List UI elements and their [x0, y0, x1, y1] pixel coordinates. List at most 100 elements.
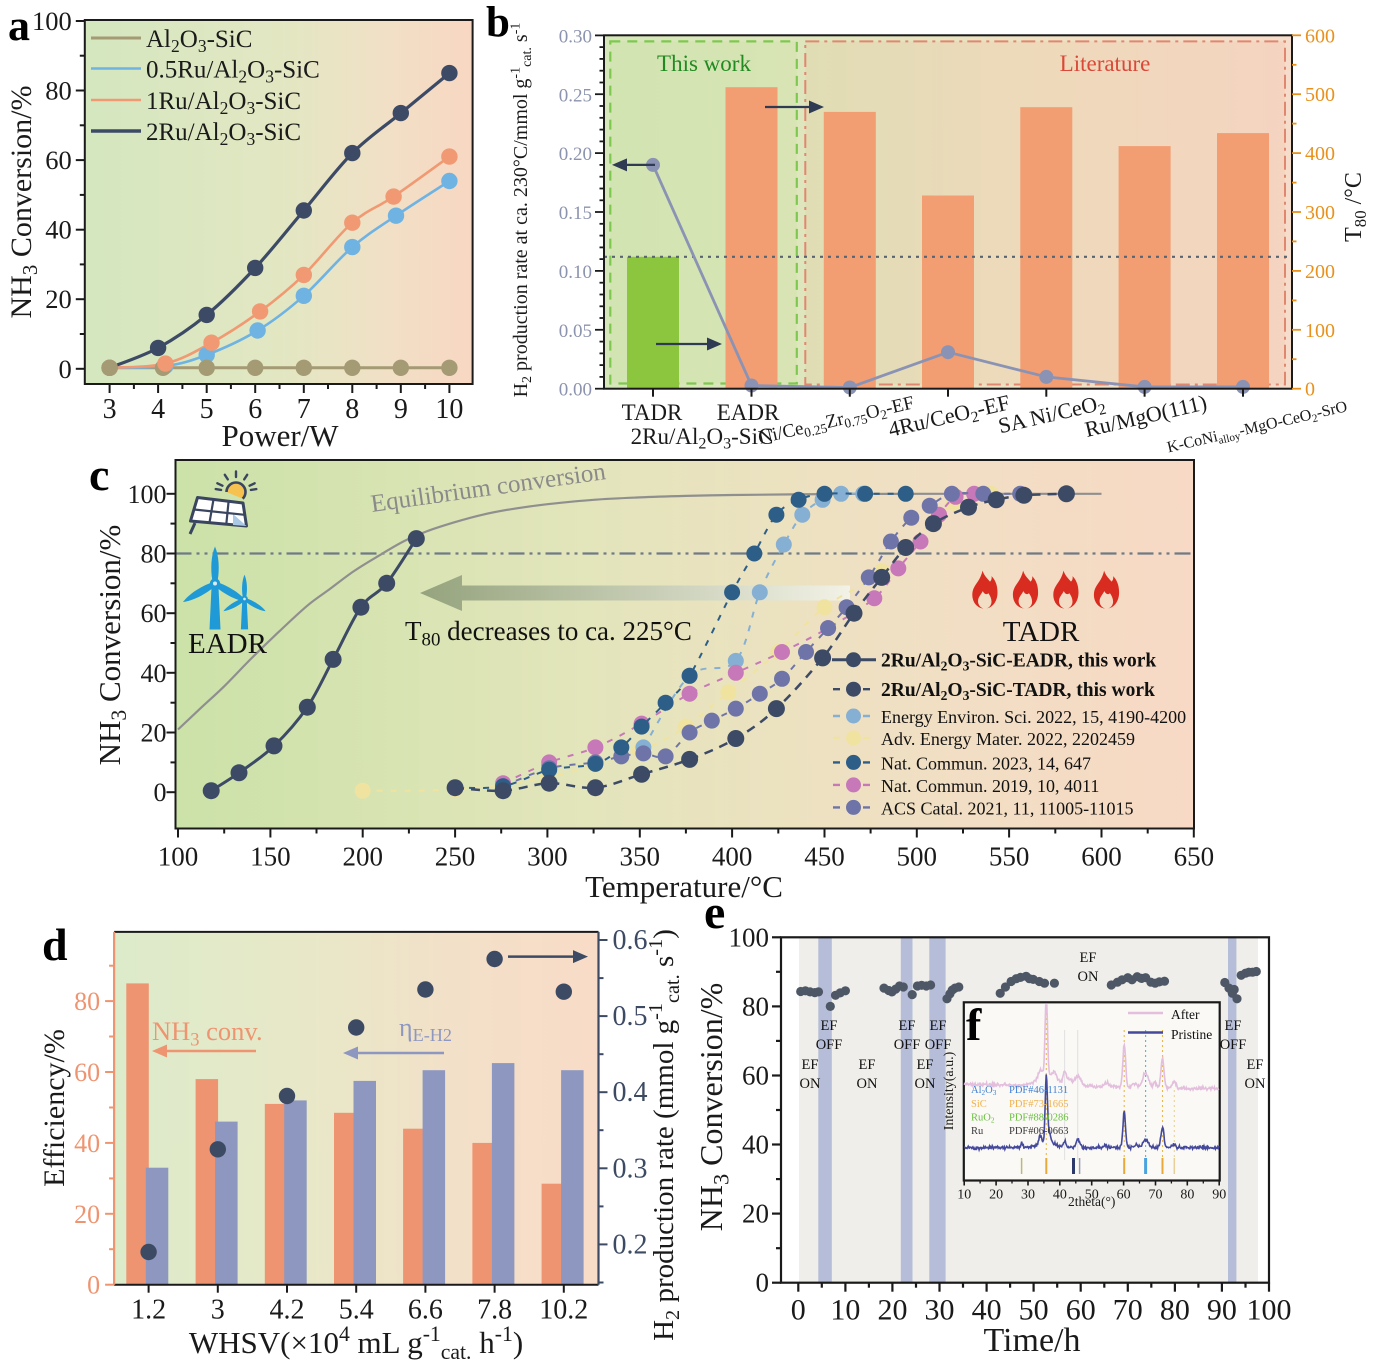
- svg-text:0: 0: [756, 1268, 770, 1298]
- svg-text:2Ru/Al2O3-SiC: 2Ru/Al2O3-SiC: [146, 119, 301, 149]
- svg-text:ACS Catal. 2021, 11, 11005-110: ACS Catal. 2021, 11, 11005-11015: [881, 798, 1134, 818]
- svg-text:100: 100: [32, 6, 72, 36]
- svg-text:50: 50: [1019, 1294, 1049, 1327]
- svg-text:30: 30: [925, 1294, 955, 1327]
- svg-text:400: 400: [712, 842, 753, 872]
- svg-text:3: 3: [211, 1295, 225, 1326]
- svg-text:40: 40: [74, 1129, 100, 1158]
- svg-text:Pristine: Pristine: [1171, 1027, 1212, 1042]
- svg-text:ON: ON: [857, 1076, 878, 1092]
- svg-text:60: 60: [141, 599, 167, 628]
- svg-text:EF: EF: [1225, 1018, 1242, 1034]
- svg-text:250: 250: [435, 842, 476, 872]
- svg-text:0: 0: [154, 778, 167, 807]
- svg-text:Time/h: Time/h: [983, 1322, 1080, 1359]
- svg-text:0.4: 0.4: [613, 1077, 648, 1108]
- svg-text:300: 300: [527, 842, 568, 872]
- svg-text:20: 20: [74, 1200, 100, 1229]
- svg-text:0: 0: [59, 354, 72, 384]
- svg-text:6.6: 6.6: [408, 1295, 443, 1326]
- svg-text:PDF#46-1131: PDF#46-1131: [1009, 1085, 1068, 1096]
- svg-text:Intensity(a.u.): Intensity(a.u.): [942, 1051, 957, 1130]
- svg-text:After: After: [1171, 1007, 1200, 1022]
- svg-text:60: 60: [1066, 1294, 1096, 1327]
- svg-text:e: e: [704, 886, 725, 939]
- svg-text:0.5Ru/Al2O3-SiC: 0.5Ru/Al2O3-SiC: [146, 57, 320, 87]
- svg-text:This work: This work: [657, 51, 751, 76]
- svg-text:40: 40: [742, 1130, 769, 1160]
- svg-text:WHSV(×104 mL g-1cat. h-1): WHSV(×104 mL g-1cat. h-1): [189, 1322, 523, 1364]
- svg-text:70: 70: [1113, 1294, 1143, 1327]
- svg-text:20: 20: [742, 1199, 769, 1229]
- svg-text:NH3 Conversion/%: NH3 Conversion/%: [92, 525, 131, 766]
- svg-text:60: 60: [74, 1058, 100, 1087]
- svg-text:Ru: Ru: [971, 1126, 984, 1137]
- svg-text:ON: ON: [915, 1076, 936, 1092]
- svg-text:Literature: Literature: [1060, 51, 1151, 76]
- svg-text:100: 100: [1247, 1294, 1292, 1327]
- svg-text:Al2O3: Al2O3: [971, 1085, 997, 1097]
- svg-text:6: 6: [248, 394, 262, 425]
- svg-text:ON: ON: [1078, 969, 1099, 985]
- svg-text:0.10: 0.10: [559, 262, 592, 283]
- svg-text:10: 10: [957, 1188, 971, 1203]
- svg-text:b: b: [486, 0, 510, 46]
- svg-text:600: 600: [1305, 25, 1335, 47]
- svg-text:200: 200: [1305, 261, 1335, 283]
- svg-text:TADR: TADR: [622, 400, 683, 425]
- svg-text:4: 4: [151, 394, 165, 425]
- svg-text:H2 production rate at ca. 230°: H2 production rate at ca. 230°C/mmol g-1…: [508, 23, 535, 398]
- svg-text:H2 production rate (mmol g-1ca: H2 production rate (mmol g-1cat. s-1): [645, 929, 684, 1341]
- svg-text:c: c: [89, 449, 109, 500]
- svg-text:10.2: 10.2: [539, 1295, 588, 1326]
- svg-text:30: 30: [1021, 1188, 1035, 1203]
- svg-text:EF: EF: [821, 1018, 838, 1034]
- svg-text:OFF: OFF: [925, 1037, 952, 1053]
- svg-text:ON: ON: [800, 1076, 821, 1092]
- svg-text:20: 20: [989, 1188, 1003, 1203]
- svg-text:400: 400: [1305, 143, 1335, 165]
- svg-text:100: 100: [1305, 320, 1335, 342]
- svg-text:100: 100: [158, 842, 199, 872]
- svg-text:5.4: 5.4: [339, 1295, 374, 1326]
- svg-text:EF: EF: [802, 1057, 819, 1073]
- svg-text:0: 0: [87, 1271, 100, 1300]
- svg-text:1.2: 1.2: [131, 1295, 166, 1326]
- svg-text:0.25: 0.25: [559, 85, 592, 106]
- svg-text:Efficiency/%: Efficiency/%: [38, 1029, 71, 1187]
- svg-text:200: 200: [342, 842, 383, 872]
- svg-text:Al2O3-SiC: Al2O3-SiC: [146, 26, 252, 56]
- svg-text:80: 80: [1180, 1188, 1194, 1203]
- svg-text:0.00: 0.00: [559, 380, 592, 401]
- svg-text:8: 8: [345, 394, 359, 425]
- svg-text:Power/W: Power/W: [221, 418, 339, 453]
- svg-text:TADR: TADR: [1003, 616, 1080, 648]
- svg-text:7.8: 7.8: [477, 1295, 512, 1326]
- svg-text:2Ru/Al2O3-SiC-TADR, this work: 2Ru/Al2O3-SiC-TADR, this work: [881, 680, 1155, 703]
- svg-text:90: 90: [1212, 1188, 1226, 1203]
- svg-text:Nat. Commun. 2019, 10, 4011: Nat. Commun. 2019, 10, 4011: [881, 776, 1099, 796]
- svg-text:0.2: 0.2: [613, 1229, 648, 1260]
- svg-text:Temperature/°C: Temperature/°C: [585, 869, 783, 904]
- svg-text:PDF#06-0663: PDF#06-0663: [1009, 1126, 1069, 1137]
- svg-text:9: 9: [394, 394, 408, 425]
- svg-text:NH3 Conversion/%: NH3 Conversion/%: [693, 983, 733, 1232]
- svg-text:60: 60: [45, 145, 72, 175]
- svg-text:40: 40: [1053, 1188, 1067, 1203]
- svg-text:d: d: [42, 919, 68, 970]
- svg-text:RuO2: RuO2: [971, 1113, 995, 1125]
- svg-text:Nat. Commun. 2023, 14, 647: Nat. Commun. 2023, 14, 647: [881, 753, 1091, 773]
- svg-text:0: 0: [791, 1294, 806, 1327]
- svg-text:500: 500: [1305, 84, 1335, 106]
- svg-text:SiC: SiC: [971, 1099, 987, 1110]
- svg-text:f: f: [966, 999, 982, 1050]
- svg-text:20: 20: [45, 284, 72, 314]
- svg-text:0: 0: [1305, 379, 1315, 401]
- svg-text:60: 60: [1117, 1188, 1131, 1203]
- svg-text:40: 40: [972, 1294, 1002, 1327]
- svg-text:500: 500: [897, 842, 938, 872]
- svg-text:0.5: 0.5: [613, 1001, 648, 1032]
- svg-text:OFF: OFF: [816, 1037, 843, 1053]
- svg-text:Energy Environ. Sci. 2022, 15,: Energy Environ. Sci. 2022, 15, 4190-4200: [881, 707, 1186, 727]
- svg-text:EF: EF: [899, 1018, 916, 1034]
